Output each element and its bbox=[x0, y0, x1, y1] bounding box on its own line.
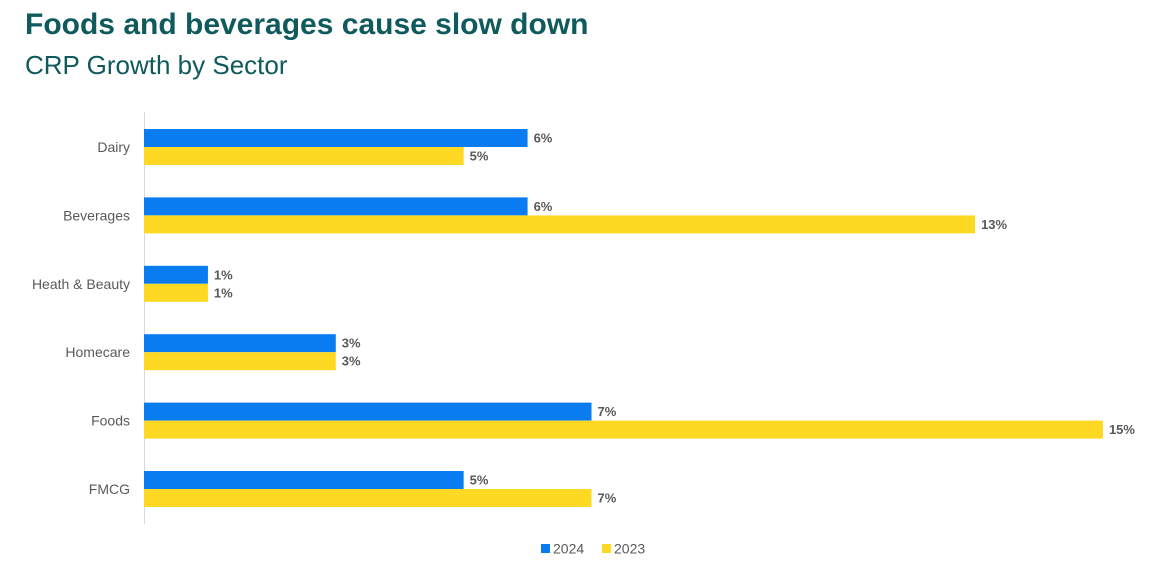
bar-2023-homecare bbox=[144, 352, 336, 371]
chart-title: Foods and beverages cause slow down bbox=[25, 8, 589, 41]
category-label: Dairy bbox=[97, 139, 130, 155]
data-label: 5% bbox=[470, 473, 489, 488]
bar-2023-beverages bbox=[144, 215, 976, 234]
data-label: 1% bbox=[214, 285, 233, 300]
legend-label: 2024 bbox=[553, 541, 584, 557]
data-label: 3% bbox=[342, 336, 361, 351]
bar-2023-heath-beauty bbox=[144, 283, 208, 302]
bar-2024-fmcg bbox=[144, 471, 464, 489]
bar-2023-fmcg bbox=[144, 489, 592, 507]
category-label: Foods bbox=[91, 413, 130, 429]
legend-swatch-2024 bbox=[541, 544, 550, 553]
data-label: 13% bbox=[981, 217, 1007, 232]
bar-2024-foods bbox=[144, 402, 592, 421]
bar-2024-heath-beauty bbox=[144, 265, 208, 284]
category-label: FMCG bbox=[89, 481, 130, 497]
data-label: 15% bbox=[1109, 422, 1135, 437]
bar-2023-dairy bbox=[144, 147, 464, 165]
legend-label: 2023 bbox=[614, 541, 645, 557]
data-label: 6% bbox=[534, 199, 553, 214]
data-label: 1% bbox=[214, 267, 233, 282]
bar-2024-dairy bbox=[144, 129, 528, 147]
bar-2024-beverages bbox=[144, 197, 528, 216]
data-label: 7% bbox=[598, 491, 617, 506]
category-label: Homecare bbox=[65, 344, 130, 360]
legend-swatch-2023 bbox=[602, 544, 611, 553]
bar-2023-foods bbox=[144, 420, 1103, 439]
category-label: Beverages bbox=[63, 207, 130, 223]
data-label: 3% bbox=[342, 354, 361, 369]
data-label: 5% bbox=[470, 149, 489, 164]
legend: 2024 2023 bbox=[541, 541, 645, 557]
data-label: 6% bbox=[534, 131, 553, 146]
data-label: 7% bbox=[598, 404, 617, 419]
bars-group: Dairy 6% 5% Beverages 6% 13% Heath & Beauty 1% 1… bbox=[32, 129, 1135, 507]
bar-2024-homecare bbox=[144, 334, 336, 353]
chart-subtitle: CRP Growth by Sector bbox=[25, 50, 288, 80]
category-label: Heath & Beauty bbox=[32, 276, 130, 292]
